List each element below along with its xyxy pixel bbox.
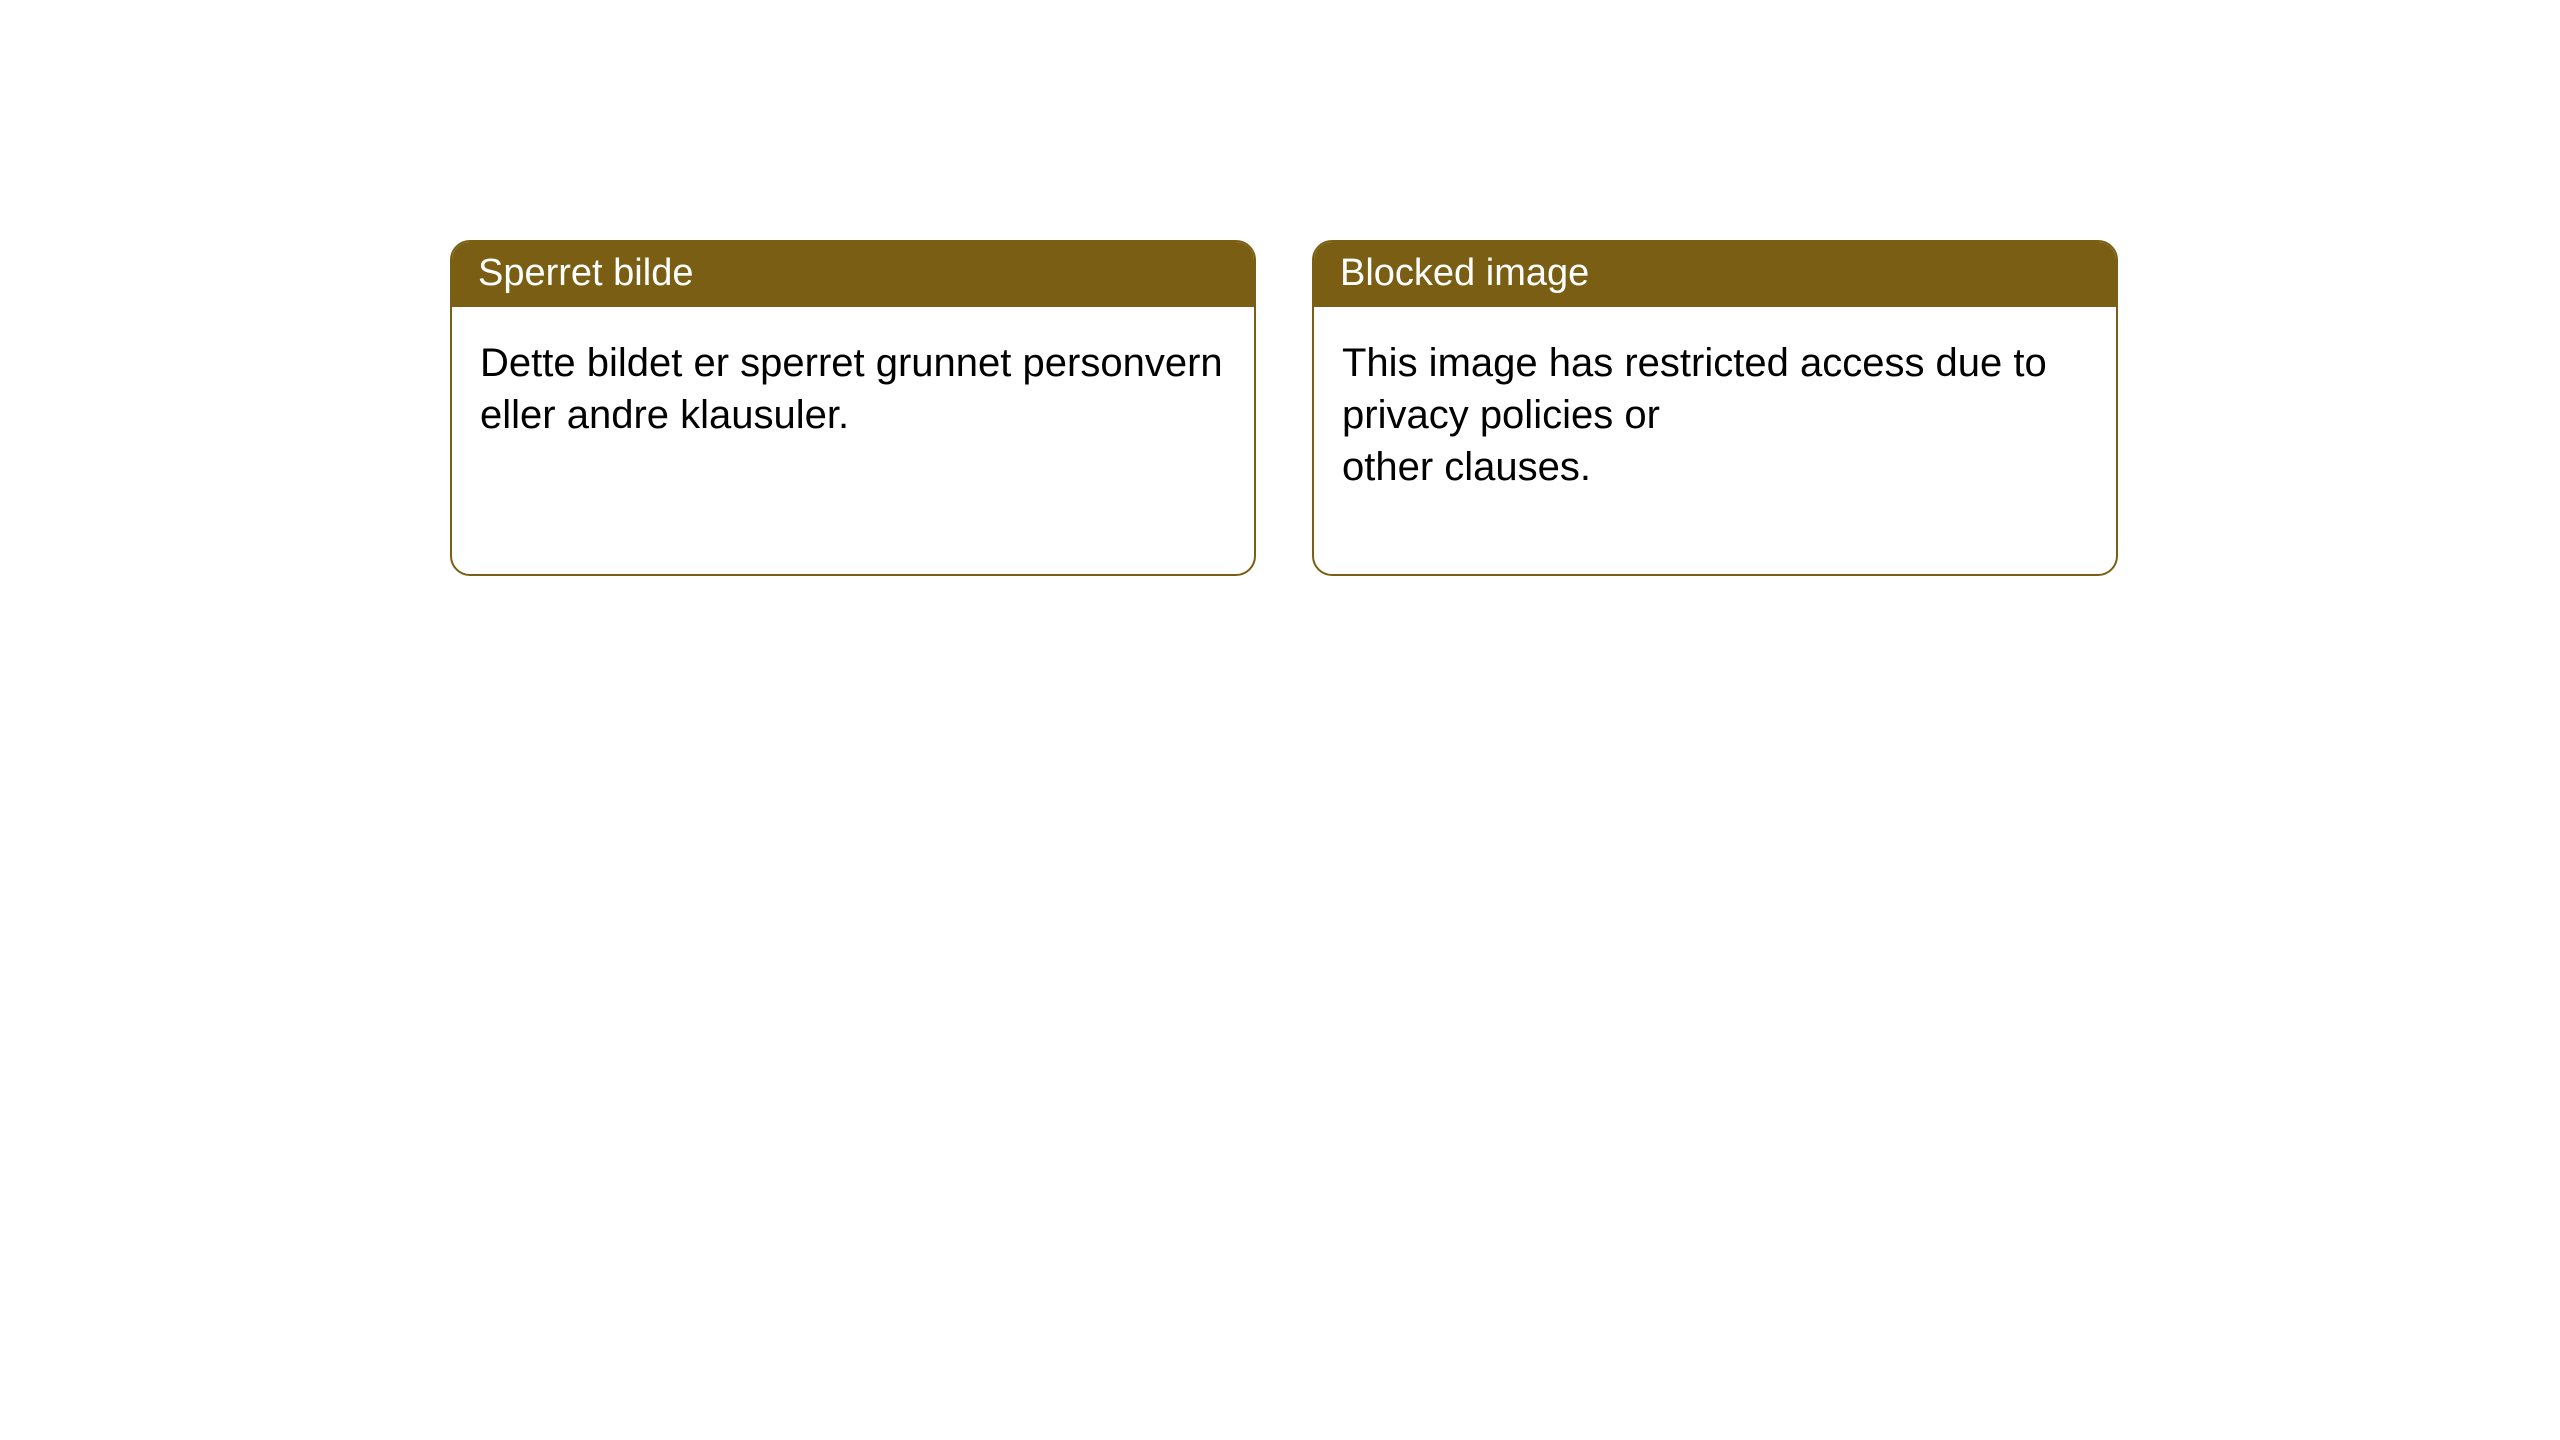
notice-card-norwegian: Sperret bilde Dette bildet er sperret gr… xyxy=(450,240,1256,576)
notice-title: Blocked image xyxy=(1314,242,2116,307)
notice-card-english: Blocked image This image has restricted … xyxy=(1312,240,2118,576)
notice-title: Sperret bilde xyxy=(452,242,1254,307)
notice-body-text: This image has restricted access due to … xyxy=(1314,307,2116,523)
notice-container: Sperret bilde Dette bildet er sperret gr… xyxy=(0,0,2560,576)
notice-body-text: Dette bildet er sperret grunnet personve… xyxy=(452,307,1254,471)
